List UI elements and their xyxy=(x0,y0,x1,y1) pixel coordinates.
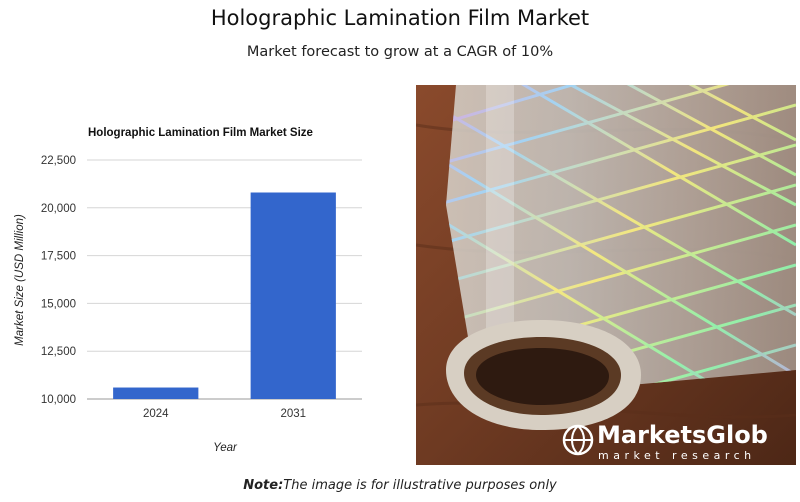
product-photo: MarketsGlob market research xyxy=(416,85,796,465)
logo-name: MarketsGlob xyxy=(597,421,768,449)
bar-2031 xyxy=(250,192,336,399)
y-tick-label: 17,500 xyxy=(41,251,76,263)
x-tick-label: 2024 xyxy=(143,408,169,420)
page-subtitle: Market forecast to grow at a CAGR of 10% xyxy=(246,44,554,60)
y-tick-label: 22,500 xyxy=(41,155,76,167)
note-label: Note: xyxy=(243,478,284,493)
x-tick-label: 2031 xyxy=(280,408,306,420)
y-tick-label: 12,500 xyxy=(41,346,76,358)
note-text: The image is for illustrative purposes o… xyxy=(283,478,557,493)
y-tick-label: 15,000 xyxy=(41,298,76,310)
y-axis-title: Market Size (USD Million) xyxy=(14,214,26,346)
x-axis-title: Year xyxy=(213,442,238,454)
logo-tagline: market research xyxy=(598,449,756,462)
footnote: Note:The image is for illustrative purpo… xyxy=(0,478,800,493)
bar-chart: Holographic Lamination Film Market Size … xyxy=(0,115,405,465)
globe-icon xyxy=(562,424,594,456)
chart-title: Holographic Lamination Film Market Size xyxy=(88,127,313,139)
bar-2024 xyxy=(113,387,199,399)
y-tick-label: 20,000 xyxy=(41,203,76,215)
page-title: Holographic Lamination Film Market xyxy=(210,6,590,30)
y-tick-label: 10,000 xyxy=(41,394,76,406)
